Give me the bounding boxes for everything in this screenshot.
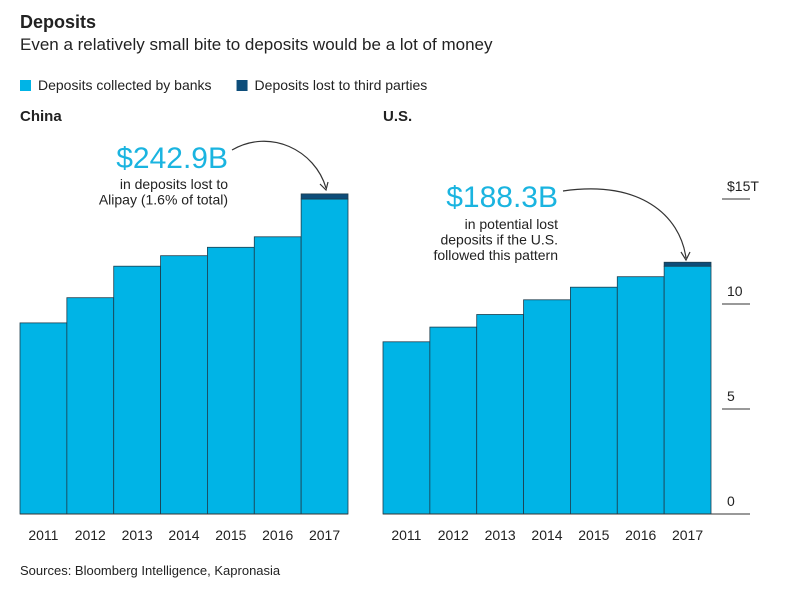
bar — [570, 286, 618, 515]
bar — [523, 299, 571, 515]
y-tick-label: 0 — [727, 493, 735, 509]
y-tick-label: $15T — [727, 178, 759, 194]
x-tick-label: 2015 — [215, 527, 246, 543]
source: Sources: Bloomberg Intelligence, Kaprona… — [20, 563, 281, 578]
bar — [253, 236, 302, 515]
annotation-text: followed this pattern — [433, 247, 558, 263]
bar — [663, 265, 712, 515]
annotation-text: in potential lost — [465, 216, 559, 232]
bar — [160, 255, 208, 515]
bar — [382, 341, 431, 515]
panel-title: China — [20, 108, 62, 125]
x-tick-label: 2011 — [391, 527, 421, 543]
bar — [429, 326, 478, 515]
legend-label: Deposits collected by banks — [38, 77, 212, 93]
bar — [616, 276, 665, 515]
arrow-head — [680, 251, 691, 262]
bar — [66, 297, 115, 515]
y-tick-label: 10 — [727, 283, 743, 299]
annotation-text: in deposits lost to — [120, 176, 228, 192]
legend-label: Deposits lost to third parties — [255, 77, 428, 93]
bar — [663, 261, 712, 267]
bar — [300, 193, 349, 200]
arrow — [231, 140, 327, 189]
legend-swatch — [236, 80, 248, 91]
subtitle: Even a relatively small bite to deposits… — [20, 35, 493, 54]
x-tick-label: 2016 — [262, 527, 293, 543]
x-tick-label: 2016 — [625, 527, 656, 543]
annotation-headline: $188.3B — [446, 181, 558, 214]
panel-title: U.S. — [383, 108, 412, 125]
x-tick-label: 2011 — [28, 527, 58, 543]
x-tick-label: 2012 — [75, 527, 106, 543]
x-tick-label: 2017 — [309, 527, 340, 543]
x-tick-label: 2012 — [438, 527, 469, 543]
bar — [113, 265, 161, 515]
arrow — [562, 188, 687, 259]
bar — [19, 322, 68, 515]
x-tick-label: 2017 — [672, 527, 703, 543]
arrow-head — [319, 181, 329, 192]
x-tick-label: 2013 — [122, 527, 153, 543]
bar — [300, 198, 349, 515]
x-tick-label: 2013 — [485, 527, 516, 543]
title: Deposits — [20, 12, 96, 32]
bar — [476, 314, 524, 515]
legend-swatch — [20, 80, 31, 91]
y-tick-label: 5 — [727, 388, 735, 404]
annotation-text: Alipay (1.6% of total) — [99, 192, 228, 208]
x-tick-label: 2014 — [531, 527, 562, 543]
bar — [207, 246, 255, 515]
annotation-headline: $242.9B — [116, 142, 228, 175]
annotation-text: deposits if the U.S. — [440, 232, 558, 248]
x-tick-label: 2014 — [168, 527, 199, 543]
x-tick-label: 2015 — [578, 527, 609, 543]
